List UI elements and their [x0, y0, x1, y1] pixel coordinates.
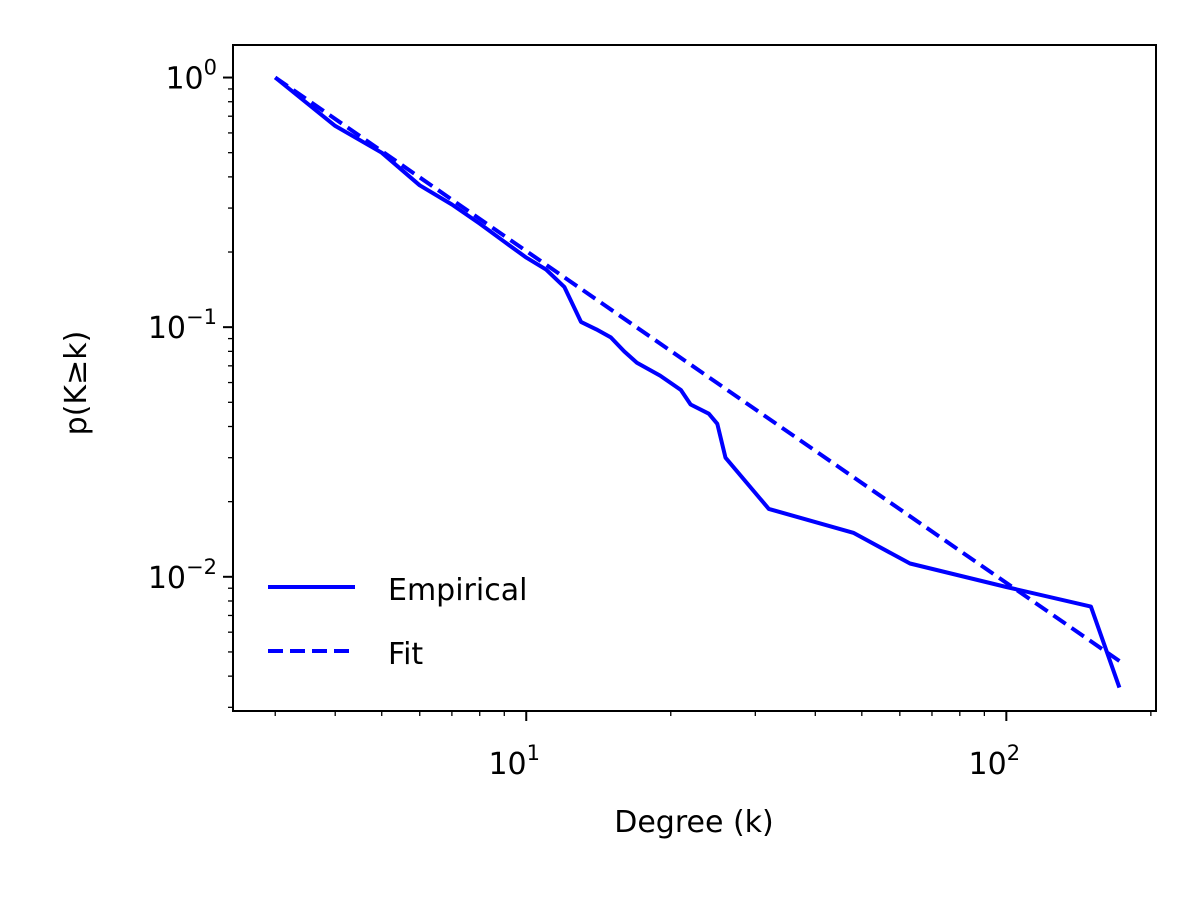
x-tick-label: 101: [488, 741, 540, 782]
major-ticks: [223, 76, 1008, 721]
y-tick-labels: 100 10−1 10−2: [148, 56, 217, 596]
y-tick-label: 10−2: [148, 555, 217, 596]
x-tick-labels: 101 102: [488, 741, 1020, 782]
series-layer: [273, 75, 1122, 689]
legend-label-fit: Fit: [388, 637, 423, 672]
series-line-empirical: [273, 75, 1122, 689]
series-line-fit: [274, 75, 1121, 663]
legend: Empirical Fit: [268, 573, 527, 672]
legend-label-empirical: Empirical: [388, 573, 527, 608]
x-tick-label: 102: [969, 741, 1021, 782]
y-axis-label: p(K≥k): [59, 331, 94, 436]
y-tick-label: 100: [165, 56, 217, 97]
plot-frame: [232, 44, 1157, 712]
y-tick-label: 10−1: [148, 305, 217, 346]
x-axis-label: Degree (k): [614, 805, 774, 840]
